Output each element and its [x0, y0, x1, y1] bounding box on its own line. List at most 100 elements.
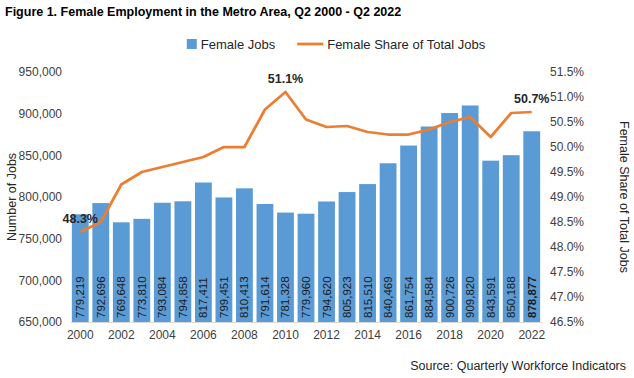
- tick-label: 2022: [518, 328, 545, 342]
- y2-axis: 46.5% 47.0% 47.5% 48.0% 48.5% 49.0% 49.5% 50.0%…: [542, 65, 584, 329]
- tick: 2022: [518, 322, 545, 342]
- bar: [298, 214, 315, 322]
- bar-label: 878,877: [526, 276, 538, 318]
- bar-label: 805,923: [341, 276, 353, 318]
- bar-label: 840,469: [382, 276, 394, 318]
- tick: 2006: [190, 322, 217, 342]
- tick: 50.5%: [542, 115, 584, 129]
- bar: [421, 127, 438, 322]
- tick: 2002: [108, 322, 135, 342]
- bar: [482, 161, 499, 322]
- tick-label: 850,000: [19, 149, 63, 163]
- tick-label: 50.0%: [550, 140, 584, 154]
- tick-label: 2000: [67, 328, 94, 342]
- tick: 650,000: [19, 315, 70, 329]
- tick: 51.0%: [542, 90, 584, 104]
- bar-label: 817,411: [197, 277, 209, 318]
- tick-label: 650,000: [19, 315, 63, 329]
- tick: 48.0%: [542, 240, 584, 254]
- bar: [195, 182, 212, 322]
- legend-item: Female Share of Total Jobs: [297, 37, 486, 52]
- bar-label: 909,820: [464, 276, 476, 318]
- tick: 2012: [313, 322, 340, 342]
- tick-label: 800,000: [19, 190, 63, 204]
- bar-label: 900,726: [444, 276, 456, 318]
- tick: 750,000: [19, 232, 70, 246]
- bar-label: 799,451: [218, 276, 230, 318]
- tick-label: 900,000: [19, 107, 63, 121]
- tick-label: 50.5%: [550, 115, 584, 129]
- legend-item: Female Jobs: [187, 37, 276, 52]
- tick-label: 2014: [354, 328, 381, 342]
- bar: [359, 184, 376, 322]
- tick-label: 2020: [477, 328, 504, 342]
- y-axis: 650,000 700,000 750,000 800,000 850,000 900,0…: [19, 65, 71, 329]
- tick-label: 2002: [108, 328, 135, 342]
- bar-label: 815,510: [362, 276, 374, 318]
- tick: 2004: [149, 322, 176, 342]
- tick-label: 950,000: [19, 65, 63, 79]
- tick: 2014: [354, 322, 381, 342]
- bar-label: 843,591: [485, 276, 497, 318]
- tick: 950,000: [19, 65, 70, 79]
- bar: [380, 163, 397, 322]
- tick-label: 2012: [313, 328, 340, 342]
- tick: 49.0%: [542, 190, 584, 204]
- tick-label: 49.5%: [550, 165, 584, 179]
- tick: 2016: [395, 322, 422, 342]
- bar-label: 861,754: [403, 276, 415, 318]
- legend-swatch: [297, 43, 323, 46]
- bar-label: 792,696: [95, 276, 107, 318]
- tick-label: 51.5%: [550, 65, 584, 79]
- plot-area: [72, 92, 540, 322]
- bar-label: 773,810: [136, 276, 148, 318]
- bar-label: 850,188: [505, 276, 517, 318]
- y2-axis-title: Female Share of Total Jobs: [617, 121, 631, 273]
- x-axis: 2000 2002 2004 2006 2008 2010 2012 2014 2016 2018…: [67, 322, 545, 342]
- bar-label: 794,620: [321, 276, 333, 318]
- tick-label: 48.5%: [550, 215, 584, 229]
- bar-label: 793,084: [156, 276, 168, 318]
- tick: 50.0%: [542, 140, 584, 154]
- line-label: 51.1%: [268, 72, 303, 86]
- bar: [441, 113, 458, 322]
- tick: 2008: [231, 322, 258, 342]
- line: [80, 92, 531, 232]
- tick: 51.5%: [542, 65, 584, 79]
- bar: [277, 213, 294, 322]
- bar-label: 779,219: [74, 276, 86, 318]
- legend-label: Female Jobs: [201, 37, 276, 52]
- bar: [318, 201, 335, 322]
- tick: 2020: [477, 322, 504, 342]
- tick-label: 2004: [149, 328, 176, 342]
- tick-label: 47.0%: [550, 290, 584, 304]
- tick-label: 2006: [190, 328, 217, 342]
- tick: 900,000: [19, 107, 70, 121]
- line-label: 50.7%: [514, 92, 549, 106]
- tick-label: 2010: [272, 328, 299, 342]
- tick: 49.5%: [542, 165, 584, 179]
- tick: 47.5%: [542, 265, 584, 279]
- bar-label: 810,413: [238, 276, 250, 318]
- tick: 2000: [67, 322, 94, 342]
- bar-label: 791,614: [259, 276, 271, 318]
- tick-label: 2016: [395, 328, 422, 342]
- legend-label: Female Share of Total Jobs: [327, 37, 486, 52]
- bar: [133, 219, 150, 322]
- tick-label: 2008: [231, 328, 258, 342]
- source: Source: Quarterly Workforce Indicators: [410, 359, 626, 373]
- tick-label: 46.5%: [550, 315, 584, 329]
- bar-label: 779,960: [300, 276, 312, 318]
- tick-label: 750,000: [19, 232, 63, 246]
- tick: 48.5%: [542, 215, 584, 229]
- tick: 2010: [272, 322, 299, 342]
- tick-label: 700,000: [19, 274, 63, 288]
- legend: Female Jobs Female Share of Total Jobs: [187, 37, 486, 52]
- tick: 700,000: [19, 274, 70, 288]
- tick: 2018: [436, 322, 463, 342]
- legend-swatch: [187, 39, 197, 49]
- bar: [503, 155, 520, 322]
- tick: 800,000: [19, 190, 70, 204]
- tick: 850,000: [19, 149, 70, 163]
- y-axis-title: Number of Jobs: [5, 153, 19, 241]
